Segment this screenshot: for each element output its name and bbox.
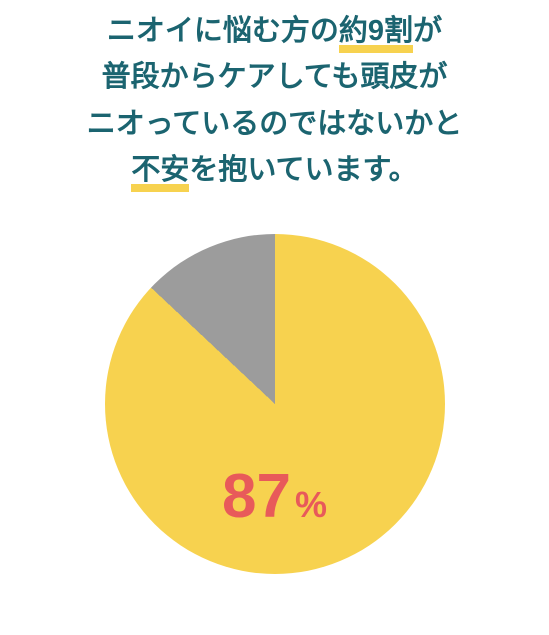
percent-label: 87 % — [222, 466, 327, 528]
heading-text: ニオイに悩む方の約9割が普段からケアしても頭皮がニオっているのではないかと不安を… — [87, 0, 463, 194]
pie-chart: 87 % — [105, 234, 445, 574]
percent-number: 87 — [222, 466, 291, 528]
percent-symbol: % — [295, 487, 327, 523]
